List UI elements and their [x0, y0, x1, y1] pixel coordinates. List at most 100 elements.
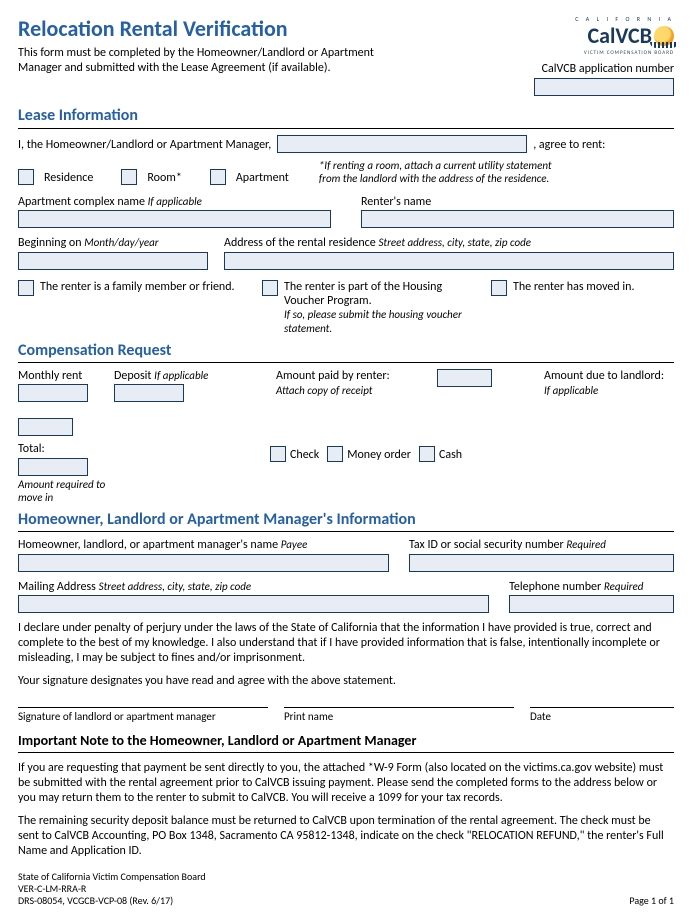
owner-name-col: Homeowner, landlord, or apartment manage…	[18, 538, 389, 571]
mail-input[interactable]	[18, 595, 489, 613]
movedin-checkbox[interactable]	[491, 280, 507, 296]
tax-input[interactable]	[409, 554, 674, 572]
cash-checkbox[interactable]	[419, 446, 435, 462]
pay-method-row: Check Money order Cash	[270, 446, 462, 462]
room-note: *If renting a room, attach a current uti…	[319, 159, 559, 185]
family-checkbox[interactable]	[18, 280, 34, 296]
complex-row: Apartment complex name If applicable Ren…	[18, 195, 674, 228]
begin-input[interactable]	[18, 252, 208, 270]
status-row: The renter is a family member or friend.…	[18, 280, 674, 335]
complex-input[interactable]	[18, 210, 331, 228]
phone-col: Telephone number Required	[509, 580, 674, 613]
page-title: Relocation Rental Verification	[18, 16, 408, 42]
footer-l3: DRS-08054, VCGCB-VCP-08 (Rev. 6/17)	[18, 895, 206, 907]
amount-paid-col: Amount paid by renter: Attach copy of re…	[276, 369, 421, 398]
movedin-label: The renter has moved in.	[513, 280, 634, 294]
intro-suffix: , agree to rent:	[533, 138, 605, 152]
sig-row: Signature of landlord or apartment manag…	[18, 707, 674, 723]
monthly-rent-input[interactable]	[18, 384, 88, 402]
footer-page: Page 1 of 1	[629, 895, 674, 907]
sig-printname[interactable]: Print name	[284, 707, 514, 723]
footer: State of California Victim Compensation …	[18, 871, 674, 907]
total-input[interactable]	[18, 458, 88, 476]
rent-type-row: Residence Room* Apartment *If renting a …	[18, 159, 674, 185]
residence-label: Residence	[44, 171, 93, 185]
note-heading: Important Note to the Homeowner, Landlor…	[18, 733, 674, 753]
owner-name-input[interactable]	[18, 554, 389, 572]
mail-label: Mailing Address Street address, city, st…	[18, 580, 489, 594]
cash-label: Cash	[439, 448, 462, 462]
logo-main-text: CalVCB	[587, 23, 652, 49]
footer-l2: VER-C-LM-RRA-R	[18, 883, 206, 895]
mail-col: Mailing Address Street address, city, st…	[18, 580, 489, 613]
amount-due-hint: If applicable	[544, 384, 674, 397]
sun-icon	[654, 26, 674, 46]
money-order-checkbox[interactable]	[327, 446, 343, 462]
owner-row2: Mailing Address Street address, city, st…	[18, 580, 674, 613]
addr-input[interactable]	[224, 252, 674, 270]
total-hint: Amount required to move in	[18, 478, 108, 504]
addr-label: Address of the rental residence Street a…	[224, 236, 674, 250]
logo-sub-text: VICTIM COMPENSATION BOARD	[534, 50, 674, 56]
tax-label: Tax ID or social security number Require…	[409, 538, 674, 552]
addr-col: Address of the rental residence Street a…	[224, 236, 674, 269]
header: Relocation Rental Verification This form…	[18, 16, 674, 100]
tax-col: Tax ID or social security number Require…	[409, 538, 674, 571]
room-label: Room*	[147, 171, 182, 185]
deposit-input[interactable]	[114, 384, 184, 402]
owner-heading: Homeowner, Landlord or Apartment Manager…	[18, 510, 674, 532]
owner-name-label: Homeowner, landlord, or apartment manage…	[18, 538, 389, 552]
room-checkbox[interactable]	[121, 169, 137, 185]
owner-row1: Homeowner, landlord, or apartment manage…	[18, 538, 674, 571]
amount-due-label: Amount due to landlord:	[544, 369, 674, 383]
deposit-label: Deposit If applicable	[114, 369, 224, 383]
intro-prefix: I, the Homeowner/Landlord or Apartment M…	[18, 138, 271, 152]
begin-row: Beginning on Month/day/year Address of t…	[18, 236, 674, 269]
app-num-label: CalVCB application number	[534, 62, 674, 76]
complex-col: Apartment complex name If applicable	[18, 195, 331, 228]
voucher-note: If so, please submit the housing voucher…	[284, 308, 469, 334]
amount-due-col: Amount due to landlord: If applicable	[544, 369, 674, 398]
note-para2: The remaining security deposit balance m…	[18, 814, 674, 859]
logo-area: C A L I F O R N I A CalVCB VICTIM COMPEN…	[534, 16, 674, 100]
amount-paid-label: Amount paid by renter:	[276, 369, 421, 383]
lease-heading: Lease Information	[18, 106, 674, 128]
comp-row2: Total: Amount required to move in Check …	[18, 442, 674, 504]
app-num-input[interactable]	[534, 78, 674, 96]
renter-label: Renter's name	[361, 195, 674, 209]
apartment-label: Apartment	[236, 171, 289, 185]
begin-col: Beginning on Month/day/year	[18, 236, 208, 269]
page-subtitle: This form must be completed by the Homeo…	[18, 46, 408, 75]
complex-label: Apartment complex name If applicable	[18, 195, 331, 209]
total-label: Total:	[18, 442, 108, 456]
amount-due-input[interactable]	[18, 418, 73, 436]
amount-paid-input[interactable]	[437, 369, 492, 387]
monthly-rent-col: Monthly rent	[18, 369, 98, 402]
intro-row: I, the Homeowner/Landlord or Apartment M…	[18, 135, 674, 153]
note-para1: If you are requesting that payment be se…	[18, 761, 674, 806]
check-checkbox[interactable]	[270, 446, 286, 462]
residence-checkbox[interactable]	[18, 169, 34, 185]
header-left: Relocation Rental Verification This form…	[18, 16, 408, 83]
footer-left: State of California Victim Compensation …	[18, 871, 206, 907]
logo-main: CalVCB	[534, 23, 674, 49]
monthly-rent-label: Monthly rent	[18, 369, 98, 383]
phone-label: Telephone number Required	[509, 580, 674, 594]
voucher-checkbox[interactable]	[262, 280, 278, 296]
phone-input[interactable]	[509, 595, 674, 613]
renter-input[interactable]	[361, 210, 674, 228]
apartment-checkbox[interactable]	[210, 169, 226, 185]
voucher-label: The renter is part of the Housing Vouche…	[284, 280, 469, 309]
money-order-label: Money order	[347, 448, 411, 462]
comp-row1: Monthly rent Deposit If applicable Amoun…	[18, 369, 674, 436]
name-input[interactable]	[277, 135, 527, 153]
deposit-col: Deposit If applicable	[114, 369, 224, 402]
comp-heading: Compensation Request	[18, 341, 674, 363]
sig-landlord[interactable]: Signature of landlord or apartment manag…	[18, 707, 268, 723]
declaration-para2: Your signature designates you have read …	[18, 674, 674, 689]
check-label: Check	[290, 448, 319, 462]
renter-col: Renter's name	[361, 195, 674, 228]
begin-label: Beginning on Month/day/year	[18, 236, 208, 250]
family-label: The renter is a family member or friend.	[40, 280, 240, 294]
sig-date[interactable]: Date	[530, 707, 674, 723]
